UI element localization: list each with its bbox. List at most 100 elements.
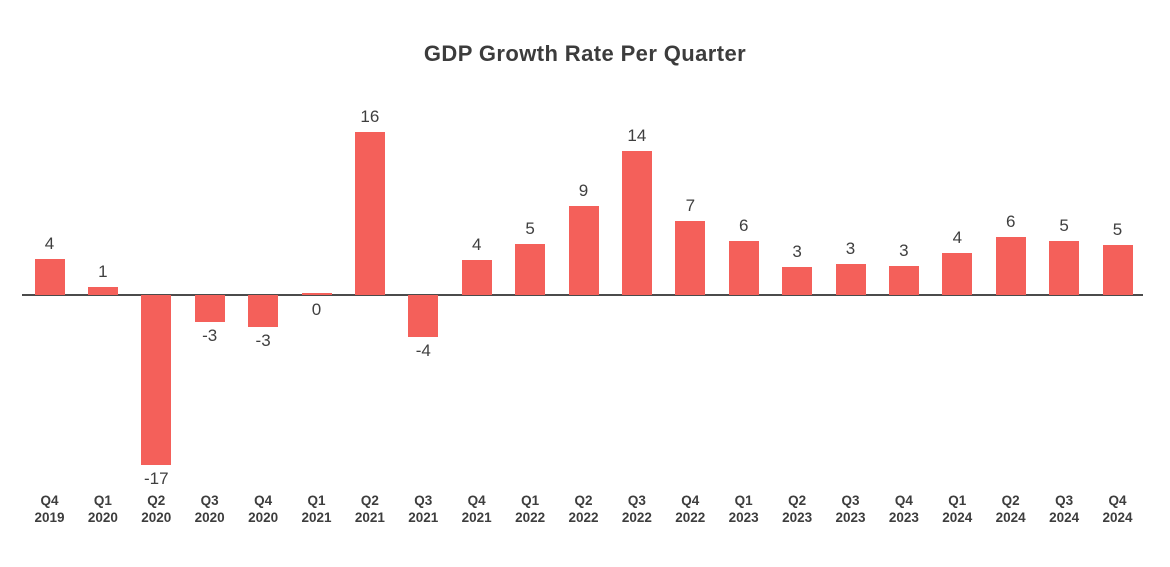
x-tick-year: 2023 [835, 510, 866, 525]
bar-q3-2022 [621, 151, 652, 295]
x-tick-quarter: Q1 [307, 493, 326, 508]
bar-q2-2022 [568, 206, 599, 295]
bar-value-label: 5 [1059, 216, 1069, 235]
bar-q2-2021 [354, 132, 385, 295]
x-tick-quarter: Q3 [200, 493, 219, 508]
bar-q1-2021 [301, 293, 332, 295]
x-tick-quarter: Q2 [360, 493, 379, 508]
x-tick-label: Q3 2021 [393, 492, 453, 526]
x-tick-year: 2024 [942, 510, 973, 525]
bar-value-label: 5 [1112, 220, 1123, 239]
bar-value-label: 6 [738, 216, 749, 235]
x-tick-quarter: Q3 [1055, 493, 1074, 508]
x-tick-quarter: Q4 [254, 493, 273, 508]
x-tick-label: Q2 2021 [340, 492, 400, 526]
bar-q4-2024 [1102, 245, 1133, 295]
x-tick-quarter: Q3 [414, 493, 433, 508]
x-tick-quarter: Q4 [40, 493, 59, 508]
x-tick-quarter: Q1 [521, 493, 540, 508]
x-tick-label: Q3 2022 [607, 492, 667, 526]
x-tick-year: 2020 [248, 510, 279, 525]
x-tick-year: 2021 [354, 510, 385, 525]
x-tick-label: Q3 2024 [1034, 492, 1094, 526]
bar-q1-2022 [515, 244, 546, 295]
x-tick-year: 2022 [675, 510, 706, 525]
bar-value-label: -4 [415, 341, 431, 360]
x-tick-label: Q2 2024 [981, 492, 1041, 526]
bar-value-label: 9 [578, 181, 589, 200]
x-tick-quarter: Q1 [93, 493, 112, 508]
x-tick-year: 2022 [568, 510, 599, 525]
x-tick-year: 2020 [194, 510, 225, 525]
x-tick-year: 2021 [461, 510, 492, 525]
x-tick-year: 2023 [782, 510, 813, 525]
bar-q1-2024 [942, 253, 973, 295]
x-tick-label: Q4 2020 [233, 492, 293, 526]
x-tick-label: Q3 2020 [180, 492, 240, 526]
bar-q2-2020 [141, 295, 172, 465]
bar-q3-2024 [1049, 241, 1080, 295]
x-tick-year: 2019 [34, 510, 65, 525]
chart-title: GDP Growth Rate Per Quarter [423, 41, 747, 66]
x-tick-year: 2021 [301, 510, 332, 525]
x-tick-label: Q3 2023 [821, 492, 881, 526]
bar-q2-2023 [782, 267, 813, 295]
x-tick-quarter: Q2 [788, 493, 807, 508]
x-tick-label: Q4 2021 [447, 492, 507, 526]
bar-q1-2023 [728, 241, 759, 295]
x-tick-year: 2022 [515, 510, 546, 525]
bar-q1-2020 [87, 287, 118, 295]
bar-value-label: 3 [792, 242, 802, 261]
x-tick-year: 2024 [1049, 510, 1080, 525]
x-tick-quarter: Q4 [681, 493, 700, 508]
x-tick-label: Q4 2022 [660, 492, 720, 526]
x-tick-year: 2020 [87, 510, 118, 525]
bar-value-label: 14 [627, 126, 647, 145]
bar-q4-2020 [248, 295, 279, 327]
x-tick-label: Q2 2023 [767, 492, 827, 526]
bar-q3-2020 [194, 295, 225, 322]
bar-value-label: 4 [471, 235, 482, 254]
x-tick-quarter: Q4 [1108, 493, 1127, 508]
bar-q3-2021 [408, 295, 439, 337]
x-tick-label: Q1 2024 [927, 492, 987, 526]
x-tick-year: 2021 [408, 510, 439, 525]
x-tick-year: 2024 [995, 510, 1026, 525]
x-tick-quarter: Q2 [1001, 493, 1020, 508]
bar-value-label: 0 [311, 300, 322, 319]
bar-q2-2024 [995, 237, 1026, 295]
bar-value-label: 16 [360, 107, 380, 126]
x-tick-label: Q1 2021 [287, 492, 347, 526]
x-tick-quarter: Q1 [948, 493, 967, 508]
x-tick-label: Q1 2022 [500, 492, 560, 526]
x-tick-label: Q1 2020 [73, 492, 133, 526]
x-tick-label: Q4 2019 [20, 492, 80, 526]
x-tick-quarter: Q3 [627, 493, 646, 508]
bar-q4-2022 [675, 221, 706, 295]
x-tick-label: Q1 2023 [714, 492, 774, 526]
x-tick-quarter: Q4 [894, 493, 913, 508]
x-tick-year: 2020 [141, 510, 172, 525]
x-axis-baseline [22, 294, 1143, 296]
x-tick-year: 2022 [621, 510, 652, 525]
bar-value-label: 3 [899, 241, 909, 260]
bar-value-label: 7 [685, 196, 696, 215]
x-tick-year: 2023 [728, 510, 759, 525]
bar-value-label: -3 [255, 331, 271, 350]
bar-value-label: 4 [44, 234, 55, 253]
x-tick-label: Q4 2024 [1088, 492, 1148, 526]
bar-q3-2023 [835, 264, 866, 295]
x-tick-label: Q4 2023 [874, 492, 934, 526]
x-tick-label: Q2 2022 [554, 492, 614, 526]
x-tick-year: 2023 [888, 510, 919, 525]
bar-value-label: 6 [1005, 212, 1016, 231]
bar-value-label: -17 [144, 469, 169, 488]
bar-value-label: 5 [525, 219, 535, 238]
bar-value-label: 3 [845, 239, 856, 258]
bar-value-label: -3 [202, 326, 218, 345]
x-tick-quarter: Q1 [734, 493, 753, 508]
x-tick-quarter: Q2 [574, 493, 593, 508]
x-tick-quarter: Q2 [147, 493, 166, 508]
